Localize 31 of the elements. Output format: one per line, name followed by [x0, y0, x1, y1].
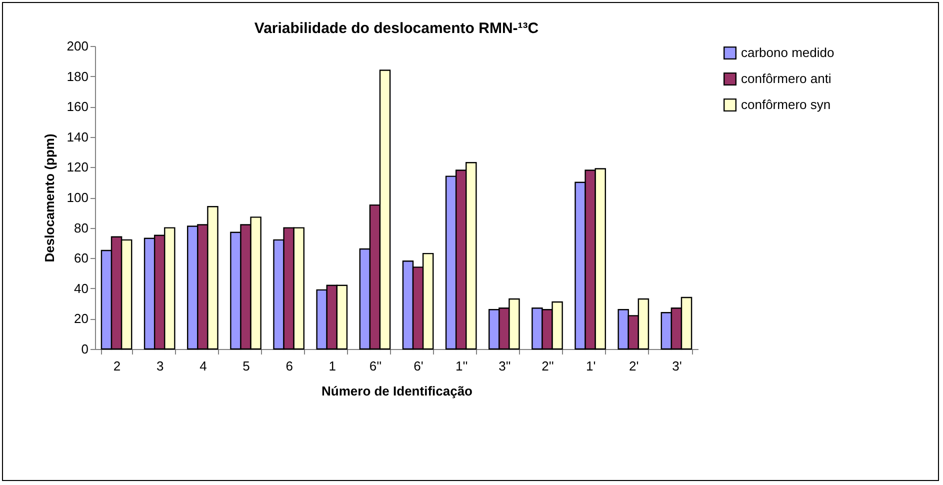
y-tick-label: 20 [74, 311, 88, 326]
x-tick-label: 5 [242, 358, 250, 374]
y-tick-label: 100 [66, 190, 88, 205]
x-axis-title: Número de Identificação [322, 384, 473, 398]
x-tick-label: 1'' [456, 358, 468, 374]
y-tick-label: 60 [74, 250, 88, 266]
x-tick-label: 1' [586, 358, 596, 374]
y-tick-label: 180 [66, 68, 88, 84]
x-tick-label: 3'' [498, 358, 511, 374]
y-tick-label: 0 [81, 342, 88, 356]
x-tick-label: 2' [629, 358, 639, 374]
y-tick-label: 200 [66, 38, 88, 54]
y-tick-label: 140 [66, 129, 88, 144]
x-tick-label: 4 [200, 358, 207, 374]
y-tick-label: 80 [74, 220, 88, 236]
legend-label: confôrmero syn [741, 97, 831, 112]
y-tick-label: 120 [66, 160, 88, 175]
y-tick-label: 160 [66, 99, 88, 114]
x-tick-label: 3' [672, 358, 682, 374]
x-tick-label: 6' [414, 358, 424, 374]
x-tick-label: 1 [328, 358, 336, 374]
x-tick-label: 3 [156, 358, 164, 374]
x-tick-label: 6 [286, 358, 293, 374]
y-axis-title: Deslocamento (ppm) [42, 134, 57, 262]
chart-title: Variabilidade do deslocamento RMN-¹³C [254, 20, 539, 37]
y-tick-label: 40 [74, 280, 88, 296]
legend-label: carbono medido [741, 45, 834, 60]
x-tick-label: 2 [113, 358, 121, 374]
legend-label: confôrmero anti [741, 71, 832, 86]
x-tick-label: 6'' [369, 358, 382, 374]
x-tick-label: 2'' [542, 358, 554, 374]
